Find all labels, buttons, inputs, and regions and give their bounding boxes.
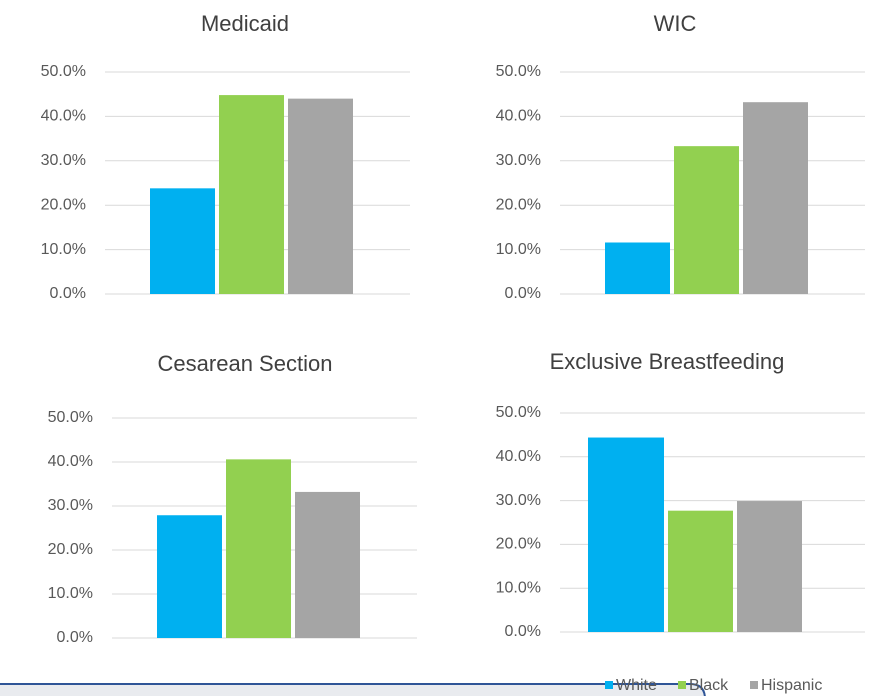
bar bbox=[674, 146, 739, 294]
legend-label: White bbox=[616, 677, 657, 694]
y-tick-label: 50.0% bbox=[48, 409, 93, 426]
bar bbox=[605, 242, 670, 294]
y-tick-label: 0.0% bbox=[505, 285, 541, 302]
y-tick-label: 10.0% bbox=[496, 579, 541, 596]
y-tick-label: 50.0% bbox=[496, 404, 541, 421]
y-tick-label: 10.0% bbox=[48, 585, 93, 602]
y-tick-label: 10.0% bbox=[496, 241, 541, 258]
y-tick-label: 0.0% bbox=[50, 285, 86, 302]
legend-swatch bbox=[678, 681, 686, 689]
y-tick-label: 50.0% bbox=[496, 63, 541, 80]
y-tick-label: 50.0% bbox=[41, 63, 86, 80]
y-tick-label: 10.0% bbox=[41, 241, 86, 258]
bar bbox=[219, 95, 284, 294]
bar bbox=[588, 437, 664, 632]
y-tick-label: 30.0% bbox=[496, 492, 541, 509]
y-tick-label: 40.0% bbox=[496, 108, 541, 125]
legend-label: Black bbox=[689, 677, 729, 694]
y-tick-label: 30.0% bbox=[41, 152, 86, 169]
y-tick-label: 40.0% bbox=[48, 453, 93, 470]
bar bbox=[743, 102, 808, 294]
y-tick-label: 40.0% bbox=[496, 448, 541, 465]
chart-title: Exclusive Breastfeeding bbox=[550, 349, 785, 374]
bar bbox=[288, 98, 353, 294]
bar bbox=[737, 501, 802, 632]
y-tick-label: 20.0% bbox=[496, 536, 541, 553]
y-tick-label: 30.0% bbox=[496, 152, 541, 169]
legend-label: Hispanic bbox=[761, 677, 822, 694]
legend-swatch bbox=[750, 681, 758, 689]
y-tick-label: 20.0% bbox=[496, 196, 541, 213]
y-tick-label: 20.0% bbox=[41, 196, 86, 213]
bar bbox=[157, 515, 222, 638]
y-tick-label: 0.0% bbox=[505, 623, 541, 640]
y-tick-label: 40.0% bbox=[41, 108, 86, 125]
bar bbox=[226, 459, 291, 638]
note-box bbox=[0, 683, 706, 696]
chart-title: WIC bbox=[654, 11, 697, 36]
chart-title: Medicaid bbox=[201, 11, 289, 36]
bar bbox=[668, 510, 733, 632]
bar bbox=[150, 188, 215, 294]
bar bbox=[295, 491, 360, 638]
y-tick-label: 30.0% bbox=[48, 497, 93, 514]
chart-title: Cesarean Section bbox=[158, 351, 333, 376]
y-tick-label: 0.0% bbox=[57, 629, 93, 646]
legend-swatch bbox=[605, 681, 613, 689]
y-tick-label: 20.0% bbox=[48, 541, 93, 558]
